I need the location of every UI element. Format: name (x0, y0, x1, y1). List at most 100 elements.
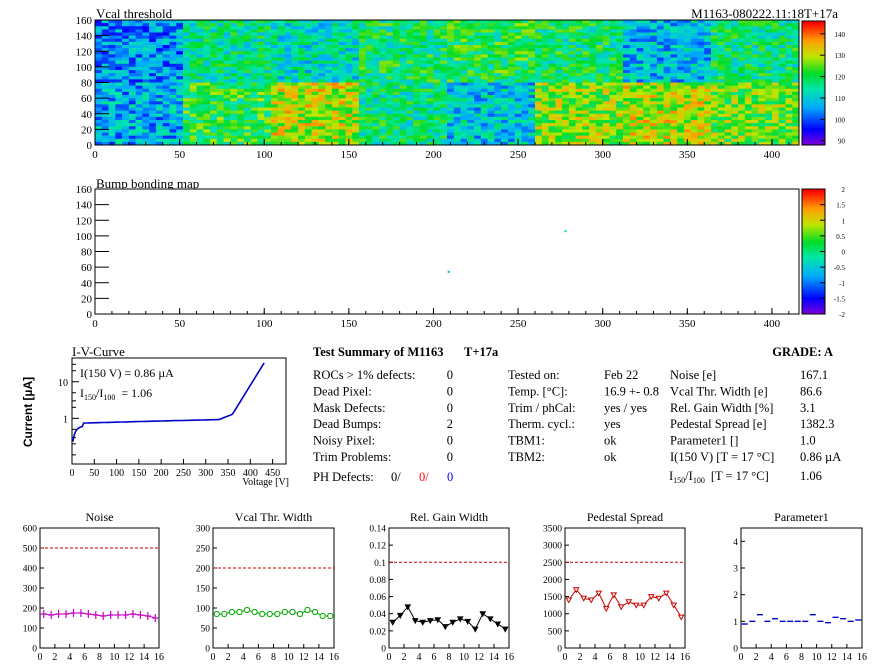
vcal-cell (365, 132, 373, 136)
vcal-cell (257, 107, 265, 111)
vcal-cell (271, 113, 279, 118)
small-y-label: 1500 (543, 593, 562, 603)
vcal-cell (623, 120, 631, 124)
vcal-cell (514, 107, 522, 111)
vcal-cell (541, 41, 549, 46)
vcal-cell (771, 116, 779, 121)
vcal-cell (304, 41, 312, 46)
vcal-cell (331, 120, 339, 124)
vcal-cell (447, 57, 455, 61)
vcal-cell (419, 73, 427, 77)
palette-step (802, 271, 825, 275)
vcal-cell (541, 35, 549, 40)
vcal-cell (359, 126, 367, 130)
vcal-cell (338, 135, 346, 140)
vcal-cell (507, 95, 515, 99)
vcal-cell (460, 91, 468, 96)
vcal-cell (650, 126, 658, 130)
vcal-cell (386, 70, 394, 74)
vcal-cell (372, 48, 380, 52)
vcal-cell (237, 138, 245, 143)
vcal-cell (568, 120, 576, 124)
vcal-cell (311, 88, 319, 93)
vcal-cell (169, 79, 177, 83)
vcal-cell (413, 48, 421, 52)
vcal-cell (169, 45, 177, 49)
vcal-cell (616, 98, 624, 102)
vcal-cell (108, 35, 116, 40)
vcal-cell (792, 63, 800, 68)
vcal-cell (697, 82, 705, 86)
vcal-cell (331, 88, 339, 93)
vcal-cell (697, 29, 705, 33)
vcal-cell (724, 110, 732, 115)
vcal-cell (711, 32, 719, 36)
vcal-cell (467, 48, 475, 52)
vcal-cell (142, 41, 150, 46)
vcal-cell (528, 104, 536, 108)
vcal-cell (386, 123, 394, 127)
vcal-cell (731, 26, 739, 30)
vcal-cell (535, 104, 543, 108)
vcal-cell (778, 110, 786, 115)
vcal-cell (230, 104, 238, 108)
vcal-cell (568, 98, 576, 102)
vcal-cell (142, 63, 150, 68)
vcal-cell (724, 48, 732, 52)
vcal-cell (792, 123, 800, 127)
vcal-cell (392, 107, 400, 111)
vcal-cell (514, 38, 522, 43)
vcal-cell (623, 38, 631, 43)
vcal-cell (365, 60, 373, 65)
vcal-cell (250, 20, 258, 24)
vcal-cell (609, 88, 617, 93)
vcal-cell (778, 35, 786, 40)
vcal-cell (771, 26, 779, 30)
vcal-cell (711, 126, 719, 130)
vcal-cell (683, 101, 691, 105)
vcal-cell (196, 107, 204, 111)
vcal-cell (196, 38, 204, 43)
vcal-cell (751, 98, 759, 102)
vcal-cell (663, 91, 671, 96)
vcal-cell (623, 129, 631, 133)
vcal-cell (751, 48, 759, 52)
vcal-cell (683, 98, 691, 102)
vcal-cell (582, 132, 590, 136)
vcal-cell (257, 66, 265, 71)
small-point (63, 610, 70, 618)
vcal-cell (521, 26, 529, 30)
vcal-cell (568, 123, 576, 127)
vcal-cell (162, 45, 170, 49)
vcal-cell (230, 85, 238, 90)
vcal-cell (521, 135, 529, 140)
vcal-cell (792, 113, 800, 118)
small-point (640, 602, 648, 609)
vcal-cell (135, 26, 143, 30)
vcal-cell (548, 41, 556, 46)
vcal-cell (386, 132, 394, 136)
vcal-cell (568, 116, 576, 121)
vcal-cell (108, 79, 116, 83)
vcal-cell (304, 88, 312, 93)
vcal-cell (162, 70, 170, 74)
vcal-cell (480, 20, 488, 24)
vcal-cell (359, 95, 367, 99)
vcal-cell (555, 129, 563, 133)
vcal-cell (771, 110, 779, 115)
vcal-cell (386, 88, 394, 93)
vcal-cell (331, 98, 339, 102)
vcal-cell (176, 51, 184, 55)
vcal-cell (359, 85, 367, 90)
vcal-cell (704, 73, 712, 77)
vcal-cell (507, 70, 515, 74)
vcal-cell (440, 76, 448, 80)
vcal-cell (101, 135, 109, 140)
vcal-cell (365, 29, 373, 33)
vcal-cell (95, 57, 103, 61)
vcal-cell (568, 107, 576, 111)
small-x-label: 10 (109, 652, 119, 663)
vcal-cell (250, 29, 258, 33)
vcal-cell (284, 85, 292, 90)
vcal-cell (331, 101, 339, 105)
